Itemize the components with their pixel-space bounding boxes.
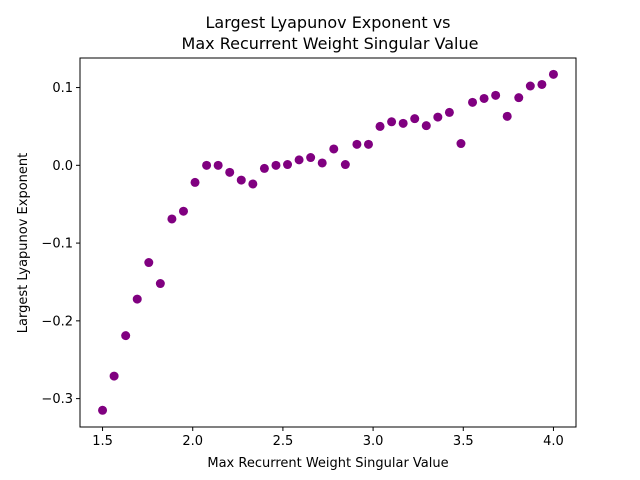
data-point [167, 214, 177, 224]
x-axis-label: Max Recurrent Weight Singular Value [207, 456, 448, 471]
x-tick-label: 2.5 [273, 434, 294, 449]
data-point [444, 107, 454, 117]
data-point [248, 179, 258, 189]
data-point [514, 93, 524, 103]
data-point [98, 405, 108, 415]
data-point [352, 139, 362, 149]
data-point [468, 97, 478, 107]
data-point [121, 331, 131, 341]
data-point [410, 114, 420, 124]
data-point [178, 206, 188, 216]
data-point [225, 167, 235, 177]
data-point [306, 153, 316, 163]
y-tick-label: 0.1 [52, 81, 73, 96]
data-point [132, 294, 142, 304]
data-point [109, 371, 119, 381]
x-tick-label: 3.0 [363, 434, 384, 449]
y-axis-ticks: −0.3 −0.2 −0.1 0.0 0.1 [41, 81, 80, 407]
y-tick-label: −0.2 [41, 314, 73, 329]
data-point [479, 93, 489, 103]
y-axis-label: Largest Lyapunov Exponent [16, 153, 31, 333]
data-point [144, 258, 154, 268]
data-point [537, 79, 547, 89]
data-point [491, 90, 501, 100]
y-tick-label: 0.0 [52, 159, 73, 174]
data-point [283, 160, 293, 170]
data-point [236, 175, 246, 185]
data-point [259, 163, 269, 173]
data-point [190, 177, 200, 187]
data-point [202, 160, 212, 170]
x-axis-ticks: 1.5 2.0 2.5 3.0 3.5 4.0 [92, 427, 564, 449]
data-point [340, 160, 350, 170]
data-points [98, 69, 558, 415]
data-point [155, 279, 165, 289]
data-point [363, 139, 373, 149]
plot-area-frame [79, 57, 577, 428]
data-point [317, 158, 327, 168]
data-point [548, 69, 558, 79]
x-tick-label: 3.5 [453, 434, 474, 449]
data-point [213, 160, 223, 170]
data-point [433, 112, 443, 122]
chart-title-line-2: Max Recurrent Weight Singular Value [182, 34, 479, 53]
data-point [456, 139, 466, 149]
y-tick-label: −0.1 [41, 237, 73, 252]
data-point [329, 144, 339, 154]
data-point [375, 121, 385, 131]
x-tick-label: 2.0 [182, 434, 203, 449]
data-point [387, 117, 397, 127]
x-tick-label: 4.0 [543, 434, 564, 449]
data-point [271, 160, 281, 170]
chart-title-line-1: Largest Lyapunov Exponent vs [205, 13, 450, 32]
data-point [294, 155, 304, 165]
y-tick-label: −0.3 [41, 392, 73, 407]
data-point [502, 111, 512, 121]
data-point [398, 118, 408, 128]
data-point [525, 81, 535, 91]
data-point [421, 121, 431, 131]
x-tick-label: 1.5 [92, 434, 113, 449]
